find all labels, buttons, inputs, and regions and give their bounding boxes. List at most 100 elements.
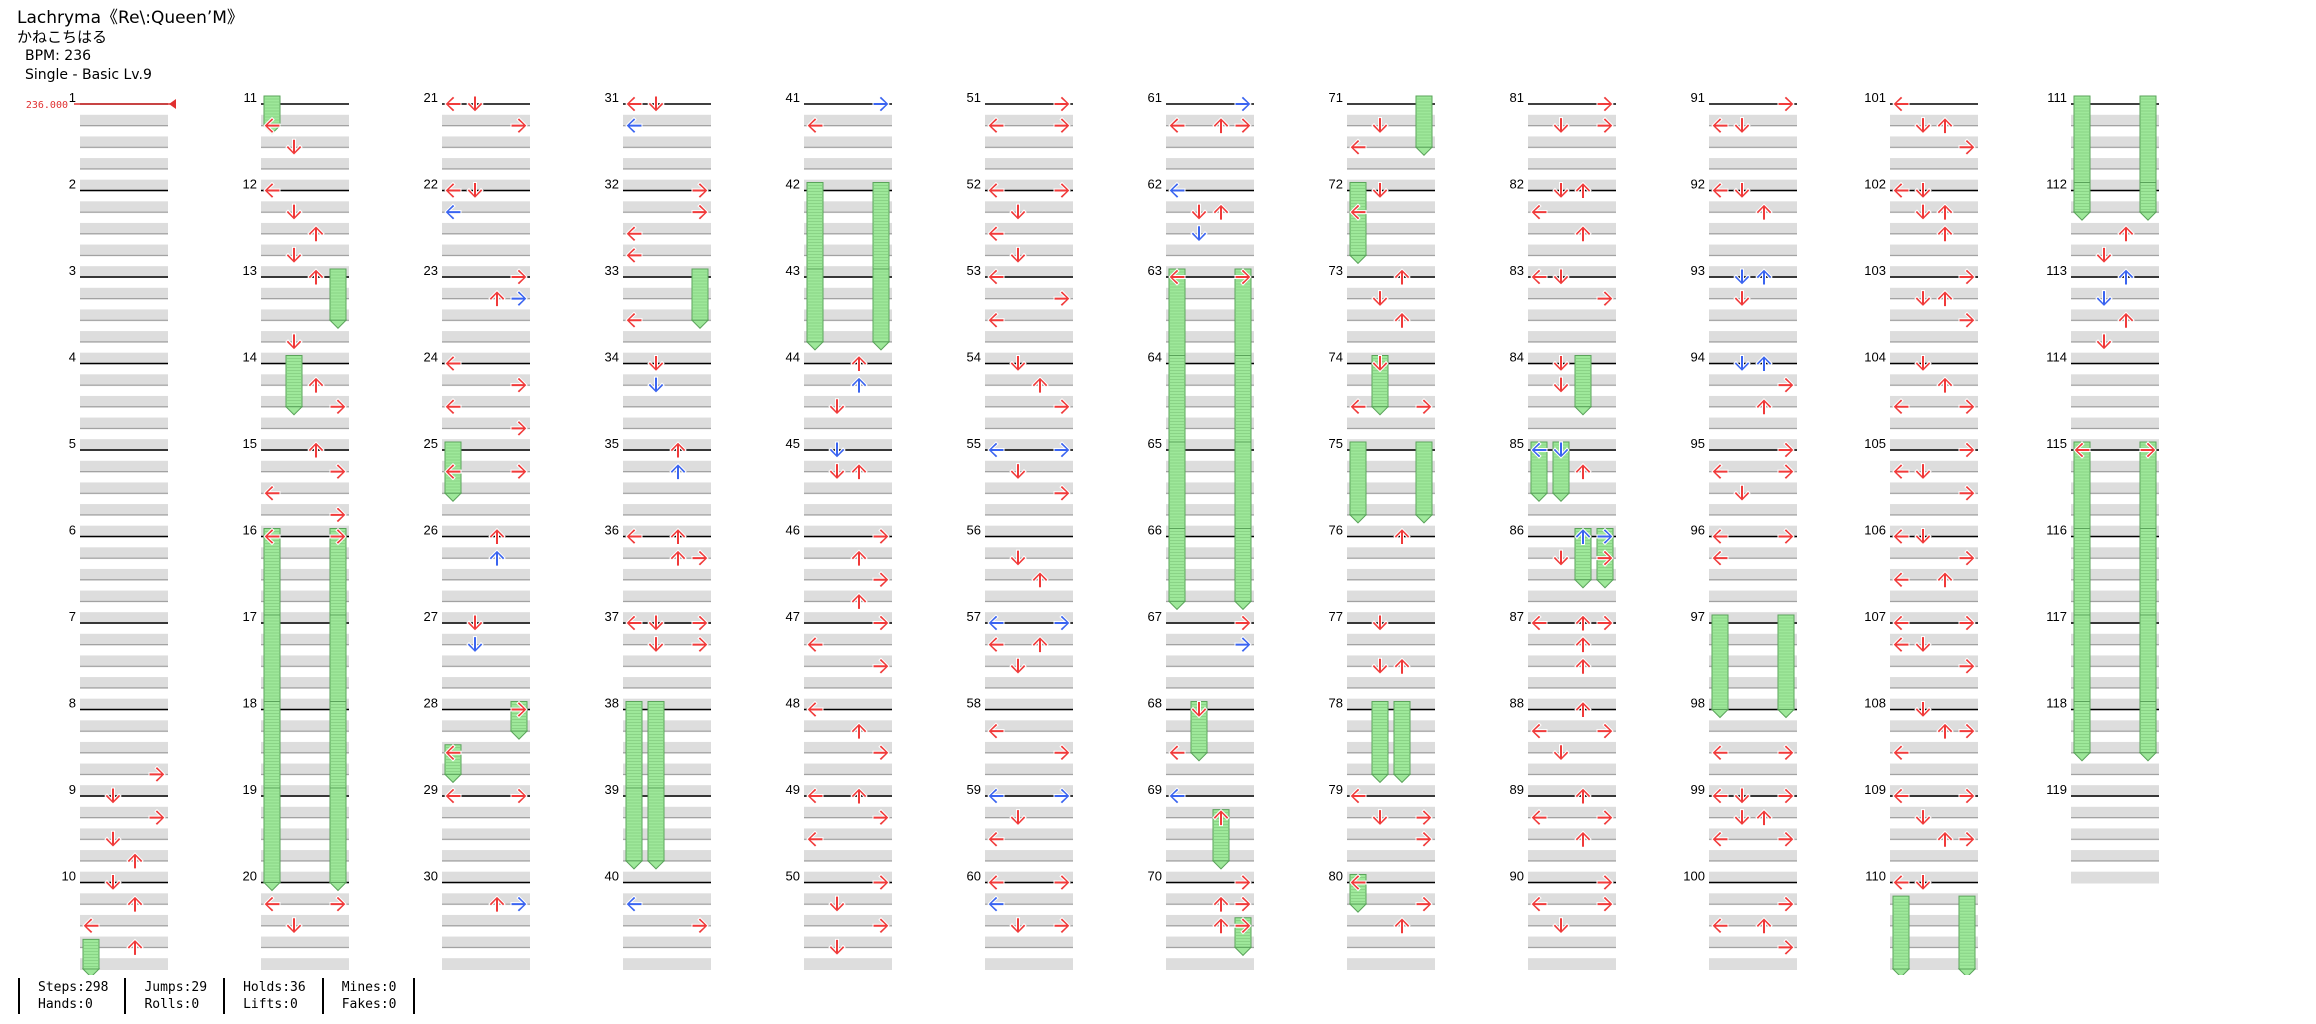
- left-arrow-icon: [1711, 830, 1729, 848]
- hold-body: [1415, 441, 1433, 516]
- left-arrow-icon: [2073, 441, 2091, 459]
- measure-shade: [1709, 612, 1797, 624]
- measure-shade: [80, 655, 168, 668]
- measure-shade: [442, 331, 530, 343]
- measure-number: 3: [69, 263, 76, 278]
- measure-shade: [1347, 633, 1435, 646]
- right-arrow-icon: [1234, 873, 1252, 892]
- measure-shade: [1347, 936, 1435, 949]
- measure-number: 8: [69, 696, 76, 711]
- measure-shade: [2071, 806, 2159, 819]
- measure-shade: [985, 893, 1073, 906]
- hold-tail: [509, 730, 529, 740]
- measure-number: 106: [1864, 523, 1886, 538]
- measure-shade: [623, 525, 711, 538]
- measure-number: 49: [786, 782, 800, 797]
- measure-shade: [1166, 720, 1254, 733]
- measure-shade: [1347, 417, 1435, 430]
- measure-shade: [623, 633, 711, 646]
- measure-shade: [80, 525, 168, 538]
- measure-shade: [80, 936, 168, 949]
- measure-shade: [804, 352, 892, 365]
- down-arrow-icon: [1552, 268, 1570, 286]
- measure-number: 54: [967, 350, 981, 365]
- right-arrow-icon: [510, 116, 528, 135]
- measure-shade: [1347, 720, 1435, 733]
- measure-number: 95: [1691, 436, 1705, 451]
- measure-shade: [1528, 698, 1616, 711]
- measure-number: 83: [1510, 263, 1524, 278]
- measure-shade: [623, 309, 711, 322]
- hold-body: [2073, 701, 2091, 754]
- up-arrow-icon: [126, 852, 144, 870]
- measure-shade: [261, 612, 349, 624]
- down-arrow-icon: [466, 95, 484, 113]
- measure-shade: [623, 914, 711, 927]
- measure-shade: [1528, 590, 1616, 603]
- measure-shade: [804, 958, 892, 970]
- measure-shade: [80, 850, 168, 862]
- measure-shade: [1890, 806, 1978, 819]
- hold-body: [2139, 528, 2157, 624]
- measure-shade: [985, 179, 1073, 192]
- measure-shade: [1347, 114, 1435, 127]
- measure-shade: [985, 374, 1073, 387]
- measure-shade: [1528, 677, 1616, 689]
- measure-shade: [623, 287, 711, 300]
- measure-shade: [1709, 633, 1797, 646]
- measure-shade: [623, 828, 711, 841]
- measure-shade: [985, 698, 1073, 711]
- down-arrow-icon: [2095, 246, 2113, 265]
- measure-number: 68: [1148, 696, 1162, 711]
- left-arrow-icon: [1711, 787, 1729, 805]
- hold-body: [806, 182, 824, 278]
- measure-shade: [1890, 158, 1978, 170]
- measure-number: 63: [1148, 263, 1162, 278]
- measure-number: 113: [2046, 263, 2067, 278]
- hold-tail: [2072, 752, 2092, 762]
- measure-shade: [985, 785, 1073, 797]
- down-arrow-icon: [1371, 182, 1389, 200]
- measure-shade: [1890, 828, 1978, 841]
- measure-number: 64: [1148, 350, 1162, 365]
- left-arrow-icon: [987, 873, 1005, 892]
- left-arrow-icon: [987, 441, 1005, 459]
- measure-shade: [261, 677, 349, 689]
- down-arrow-icon: [1371, 355, 1389, 373]
- hold-body: [872, 182, 890, 278]
- measure-number: 23: [424, 263, 438, 278]
- up-arrow-icon: [1574, 527, 1592, 545]
- down-arrow-icon: [285, 203, 303, 221]
- measure-shade: [2071, 568, 2159, 581]
- left-arrow-icon: [444, 787, 462, 805]
- down-arrow-icon: [828, 938, 846, 957]
- measure-shade: [623, 763, 711, 776]
- measure-shade: [1528, 266, 1616, 278]
- measure-shade: [1709, 222, 1797, 235]
- hold-tail: [1348, 903, 1368, 913]
- measure-shade: [80, 568, 168, 581]
- left-arrow-icon: [1349, 398, 1367, 416]
- measure-shade: [442, 655, 530, 668]
- measure-shade: [623, 158, 711, 170]
- measure-shade: [442, 439, 530, 451]
- measure-shade: [1890, 525, 1978, 538]
- measure-shade: [261, 309, 349, 322]
- measure-shade: [1709, 741, 1797, 754]
- right-arrow-icon: [1958, 484, 1976, 502]
- measure-shade: [1347, 828, 1435, 841]
- hold-body: [2139, 614, 2157, 710]
- measure-number: 2: [69, 177, 76, 192]
- measure-shade: [985, 460, 1073, 473]
- measure-number: 76: [1329, 523, 1343, 538]
- measure-shade: [985, 958, 1073, 970]
- measure-shade: [985, 266, 1073, 278]
- measure-number: 74: [1329, 350, 1343, 365]
- right-arrow-icon: [1234, 268, 1252, 286]
- measure-shade: [623, 655, 711, 668]
- right-arrow-icon: [2139, 441, 2157, 459]
- measure-shade: [1709, 525, 1797, 538]
- step-chart: 1234567891011121314151617181920212223242…: [26, 90, 2159, 975]
- measure-shade: [1709, 677, 1797, 689]
- measure-shade: [2071, 525, 2159, 538]
